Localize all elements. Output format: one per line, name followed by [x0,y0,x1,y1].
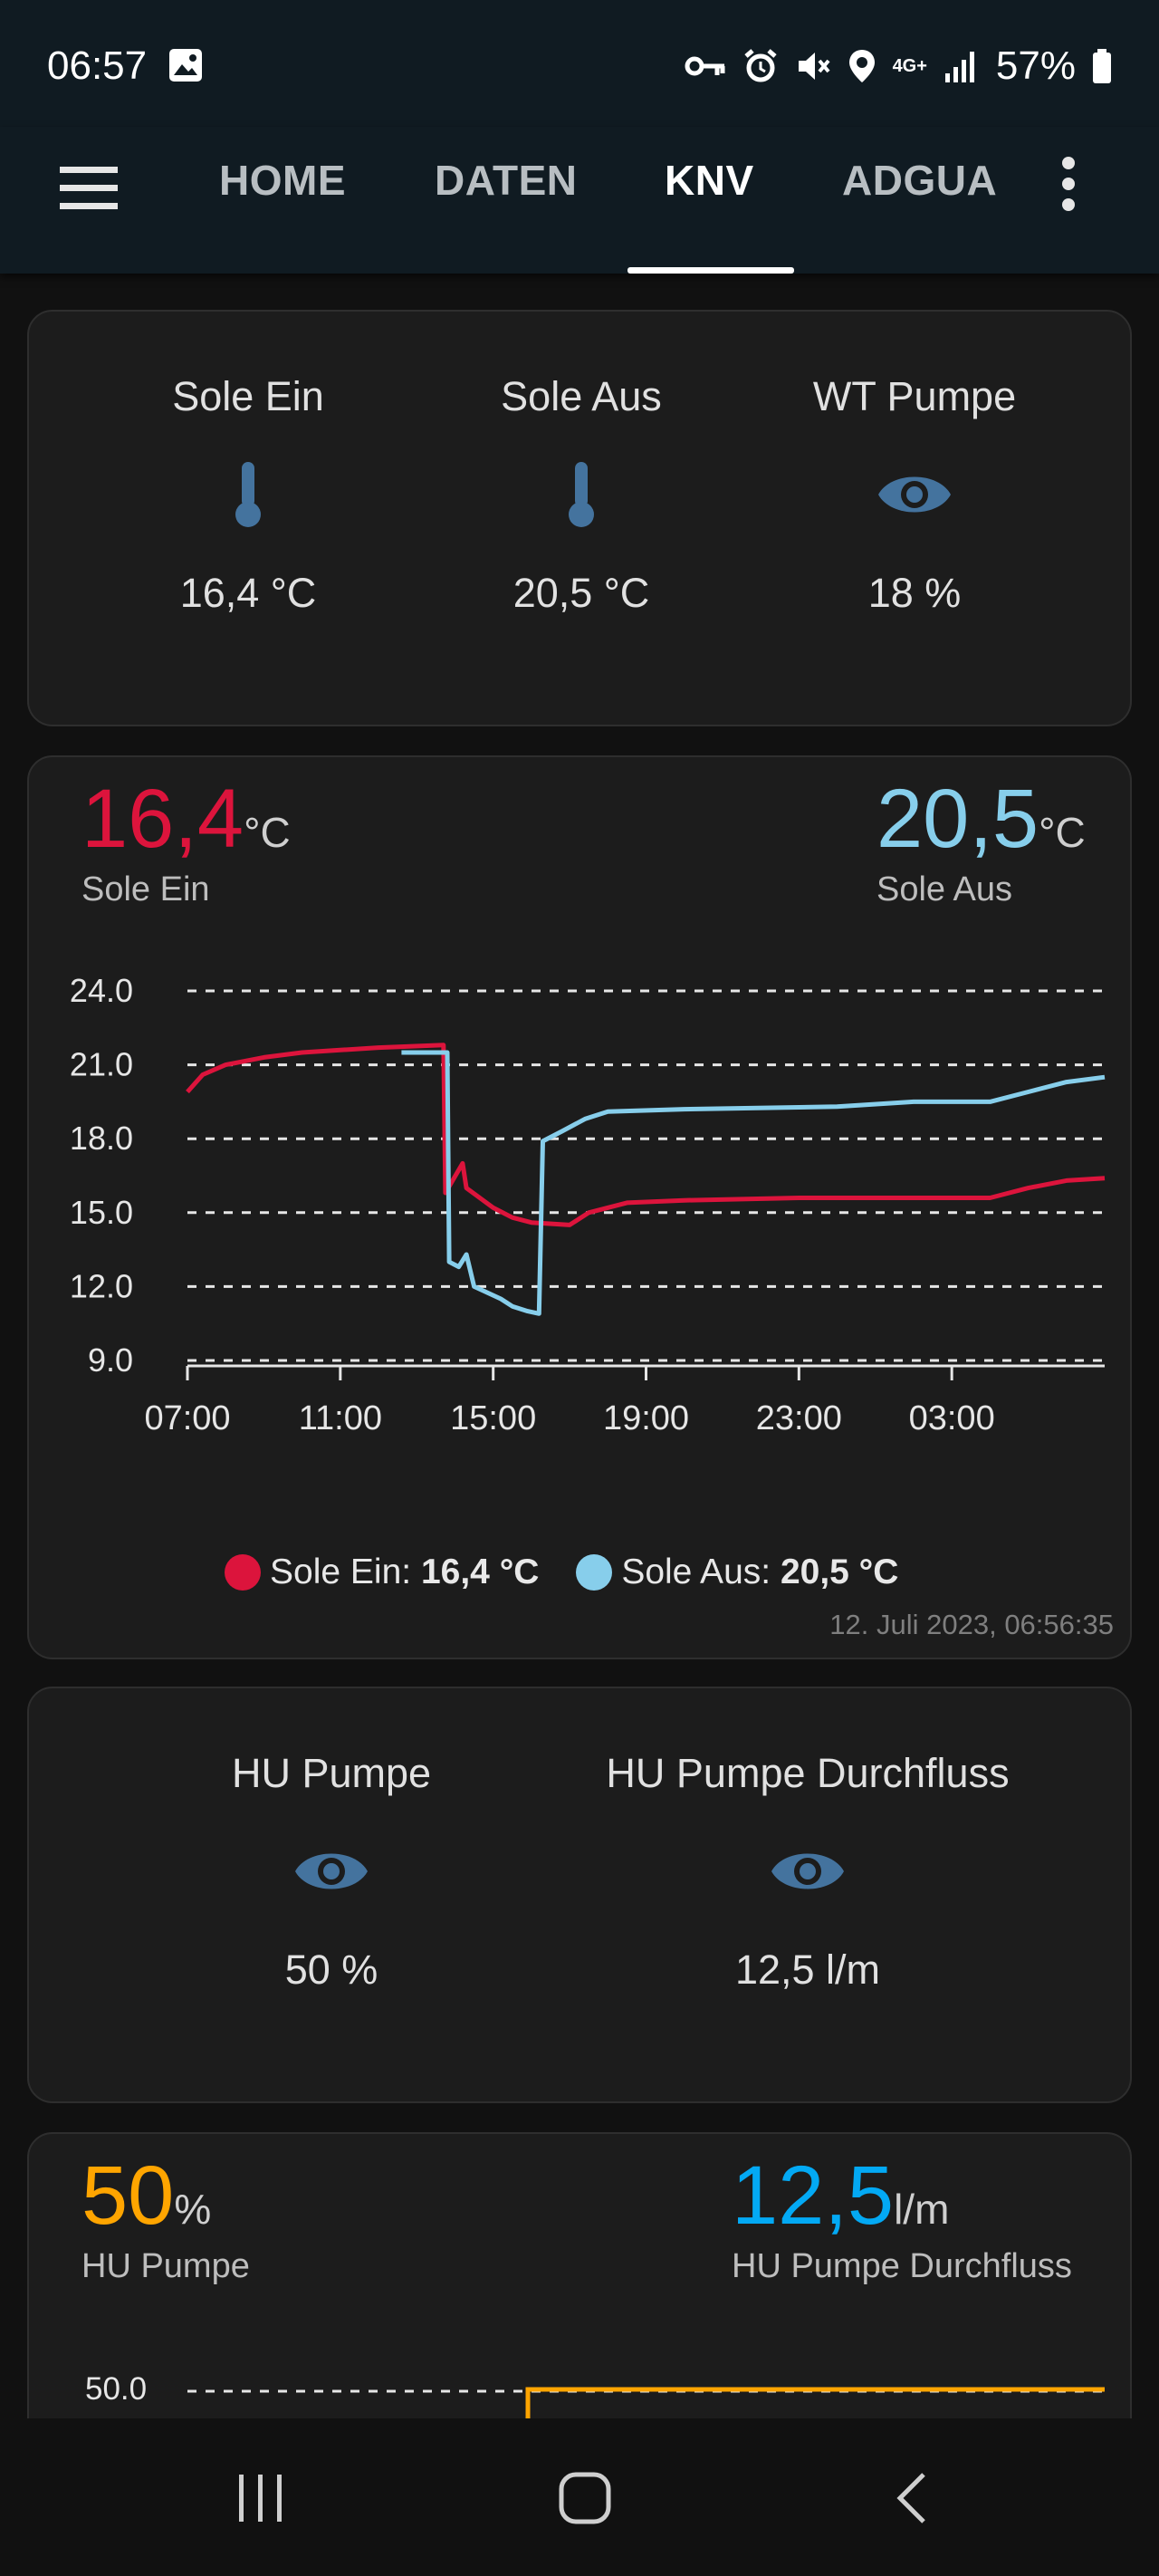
y-tick-label: 21.0 [70,1046,133,1083]
sensor-label: HU Pumpe Durchfluss [732,2247,1072,2285]
more-vert-icon[interactable] [1056,156,1081,212]
chart-legend: Sole Ein: 16,4 °C Sole Aus: 20,5 °C [225,1552,898,1592]
sensor-graph-card[interactable]: 16,4°C Sole Ein 20,5°C Sole Aus 24.0 21.0… [27,755,1132,1659]
entity-value: 18 % [867,570,962,616]
legend-value: 20,5 °C [780,1552,899,1591]
sensor-value: 16,4 [81,773,244,865]
sensor-unit: °C [244,809,291,856]
status-icons: 4G+ 57% [685,43,1112,89]
entity-hu-pumpe-durchfluss[interactable]: HU Pumpe Durchfluss 12,5 l/m [554,1750,1061,1994]
sensor-hu-durchfluss: 12,5l/m HU Pumpe Durchfluss [732,2148,1072,2286]
tab-daten[interactable]: DATEN [435,157,578,204]
sensor-sole-ein: 16,4°C Sole Ein [81,772,291,909]
eye-icon [295,1853,368,1889]
sensor-hu-pumpe: 50% HU Pumpe [81,2148,250,2286]
sensor-value: 50 [81,2149,175,2242]
sensor-label: HU Pumpe [81,2247,250,2285]
status-time: 06:57 [47,43,148,88]
tab-knv[interactable]: KNV [665,157,754,204]
entity-sole-aus[interactable]: Sole Aus 20,5 °C [418,373,744,617]
entity-name: HU Pumpe Durchfluss [606,1750,1010,1796]
x-tick-label: 07:00 [144,1399,230,1437]
android-nav-bar [0,2418,1159,2576]
legend-item-sole-ein[interactable]: Sole Ein: 16,4 °C [225,1552,539,1591]
recent-apps-icon[interactable] [234,2471,288,2525]
x-tick-label: 23:00 [756,1399,842,1437]
battery-icon [1093,49,1111,83]
menu-icon[interactable] [58,161,121,216]
tab-adgua[interactable]: ADGUA [842,157,998,204]
y-tick-label: 50.0 [85,2371,148,2407]
thermometer-icon [569,462,594,527]
entity-hu-pumpe[interactable]: HU Pumpe 50 % [168,1750,494,1994]
series-line-hu-pumpe [525,2387,1105,2431]
y-tick-label: 15.0 [70,1194,133,1231]
sensor-value: 20,5 [876,773,1039,865]
entity-value: 50 % [284,1946,378,1993]
legend-value: 16,4 °C [420,1552,540,1591]
entity-wt-pumpe[interactable]: WT Pumpe 18 % [752,373,1078,617]
x-tick-label: 11:00 [299,1399,382,1437]
hu-chart-partial [187,2387,1105,2431]
eye-icon [878,476,951,513]
entity-sole-ein[interactable]: Sole Ein 16,4 °C [85,373,411,617]
gallery-icon [169,49,202,82]
y-tick-label: 9.0 [88,1341,133,1379]
entities-card-hu: HU Pumpe 50 % HU Pumpe Durchfluss 12,5 l… [27,1687,1132,2103]
vpn-key-icon [685,56,725,76]
app-bar [0,127,1159,274]
back-icon[interactable] [884,2471,938,2525]
legend-name: Sole Aus: [621,1552,771,1591]
series-line-sole-ein [186,1043,1106,1227]
entity-name: Sole Aus [501,373,662,419]
y-tick-label: 24.0 [70,972,133,1009]
status-bar: 06:57 4G+ 57% [0,0,1159,127]
location-icon [848,50,875,82]
tab-home[interactable]: HOME [219,157,346,204]
sensor-unit: °C [1039,809,1086,856]
legend-name: Sole Ein: [270,1552,412,1591]
entity-name: WT Pumpe [812,373,1017,419]
entity-name: HU Pumpe [231,1750,432,1796]
thermometer-icon [235,462,261,527]
temperature-line-chart: 24.0 21.0 18.0 15.0 12.0 9.0 07:00 11:00 15:00 19… [70,972,1106,1437]
entities-card-knv: Sole Ein 16,4 °C Sole Aus 20,5 °C WT Pum… [27,310,1132,726]
battery-percent: 57% [995,43,1076,88]
entity-value: 16,4 °C [179,570,317,616]
x-tick-label: 03:00 [909,1399,995,1437]
sensor-sole-aus: 20,5°C Sole Aus [876,772,1086,909]
last-updated-timestamp: 12. Juli 2023, 06:56:35 [829,1609,1114,1640]
alarm-icon [743,49,777,82]
sensor-value: 12,5 [732,2149,895,2242]
x-tick-label: 15:00 [450,1399,536,1437]
x-tick-label: 19:00 [603,1399,689,1437]
entity-name: Sole Ein [172,373,324,419]
sensor-unit: % [174,2186,212,2233]
y-tick-label: 18.0 [70,1120,133,1157]
home-icon[interactable] [558,2471,612,2525]
network-type: 4G+ [892,56,927,76]
sensor-label: Sole Aus [876,870,1012,908]
entity-value: 12,5 l/m [734,1946,881,1993]
legend-item-sole-aus[interactable]: Sole Aus: 20,5 °C [576,1552,898,1591]
series-line-sole-aus [401,1050,1106,1316]
sensor-label: Sole Ein [81,870,210,908]
sensor-unit: l/m [894,2186,950,2233]
active-tab-indicator [627,267,794,274]
entity-value: 20,5 °C [512,570,650,616]
eye-icon [771,1853,844,1889]
signal-icon [944,52,974,82]
mute-icon [798,53,830,80]
y-tick-label: 12.0 [70,1267,133,1304]
